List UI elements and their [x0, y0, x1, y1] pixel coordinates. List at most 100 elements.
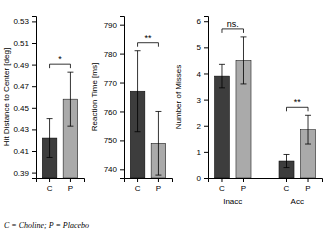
tick: P: [241, 178, 246, 193]
tick-mark: [120, 25, 124, 26]
tick-label: C: [219, 184, 225, 193]
footnote: C = Choline; P = Placebo: [4, 221, 89, 230]
tick-mark: [204, 178, 208, 179]
tick-label: 4: [197, 70, 202, 79]
tick-label: 0.45: [13, 104, 29, 113]
tick-label: 750: [104, 136, 118, 145]
bar: [214, 76, 229, 178]
tick: 0.39: [13, 169, 36, 178]
tick: C: [219, 178, 225, 193]
y-axis: 740750760770780790: [104, 17, 125, 179]
tick-mark: [32, 21, 36, 22]
tick: 770: [104, 79, 124, 88]
tick: 2: [197, 122, 208, 131]
tick: 0.43: [13, 125, 36, 134]
tick-mark: [49, 178, 50, 182]
tick-label: C: [47, 184, 53, 193]
tick-mark: [204, 100, 208, 101]
significance-label: ns.: [227, 19, 239, 29]
tick-mark: [243, 178, 244, 182]
tick-label: 770: [104, 79, 118, 88]
tick: 760: [104, 108, 124, 117]
error-bar: [284, 154, 290, 167]
y-axis: 0.390.410.430.450.470.490.510.53: [13, 17, 36, 179]
tick: 0.53: [13, 17, 36, 26]
x-axis: CP: [125, 178, 173, 193]
tick-mark: [32, 173, 36, 174]
tick: 780: [104, 50, 124, 59]
axis-title: Number of Misses: [174, 65, 183, 129]
tick-mark: [204, 47, 208, 48]
tick-mark: [120, 54, 124, 55]
tick: 4: [197, 70, 208, 79]
tick-label: P: [241, 184, 246, 193]
tick-label: C: [284, 184, 290, 193]
axis-title: Hit Distance to Center [deg]: [2, 48, 11, 146]
y-axis: 0 1 2 3 4 5 6: [197, 17, 209, 184]
tick-label: C: [135, 184, 141, 193]
tick-mark: [32, 151, 36, 152]
tick-label: 780: [104, 50, 118, 59]
figure: 0.390.410.430.450.470.490.510.53CPHit Di…: [0, 0, 330, 234]
tick-mark: [204, 73, 208, 74]
tick: 0.49: [13, 61, 36, 70]
tick: P: [68, 178, 73, 193]
significance-label: **: [144, 33, 152, 43]
tick-mark: [158, 178, 159, 182]
tick-mark: [120, 140, 124, 141]
marks: [214, 37, 315, 178]
error-bar: [240, 37, 246, 84]
error-bar: [47, 119, 53, 158]
tick-mark: [120, 83, 124, 84]
panel: 0.390.410.430.450.470.490.510.53CPHit Di…: [2, 17, 85, 193]
significance-label: *: [58, 54, 62, 64]
significance-label: **: [294, 97, 302, 107]
marks: [42, 72, 77, 178]
tick: P: [305, 178, 310, 193]
axis-line: [37, 179, 85, 183]
tick-mark: [204, 21, 208, 22]
axis-line: [32, 17, 37, 179]
tick-mark: [204, 152, 208, 153]
group-label: Inacc: [223, 197, 242, 206]
tick-label: 3: [197, 96, 202, 105]
tick-mark: [221, 178, 222, 182]
tick-label: 1: [197, 148, 202, 157]
tick-label: P: [305, 184, 310, 193]
tick-label: 760: [104, 108, 118, 117]
x-axis: CPCP: [209, 178, 323, 193]
tick-label: 740: [104, 165, 118, 174]
tick: 1: [197, 148, 208, 157]
tick-label: P: [156, 184, 161, 193]
axis-title: Reaction Time [ms]: [90, 63, 99, 131]
tick-label: 0.39: [13, 169, 29, 178]
tick-mark: [32, 65, 36, 66]
tick: C: [135, 178, 141, 193]
tick-label: 0: [197, 174, 202, 183]
tick: C: [284, 178, 290, 193]
tick-mark: [120, 111, 124, 112]
tick-mark: [286, 178, 287, 182]
tick-mark: [308, 178, 309, 182]
tick: 750: [104, 136, 124, 145]
tick: 740: [104, 165, 124, 174]
tick-label: 0.53: [13, 17, 29, 26]
error-bar: [67, 72, 73, 126]
panel: 740750760770780790CPReaction Time [ms]**: [90, 17, 173, 193]
x-axis: CP: [37, 178, 85, 193]
tick-mark: [120, 169, 124, 170]
tick: 0.41: [13, 147, 36, 156]
tick-label: 5: [197, 43, 202, 52]
tick: 3: [197, 96, 208, 105]
tick-mark: [137, 178, 138, 182]
tick: 0.51: [13, 39, 36, 48]
tick-mark: [32, 43, 36, 44]
tick: 6: [197, 17, 208, 26]
tick-label: 0.41: [13, 147, 29, 156]
tick-label: 0.49: [13, 61, 29, 70]
axis-line: [204, 17, 209, 179]
axis-line: [120, 17, 125, 179]
tick-mark: [32, 129, 36, 130]
error-bar: [219, 64, 225, 88]
significance-bracket: [138, 43, 159, 47]
